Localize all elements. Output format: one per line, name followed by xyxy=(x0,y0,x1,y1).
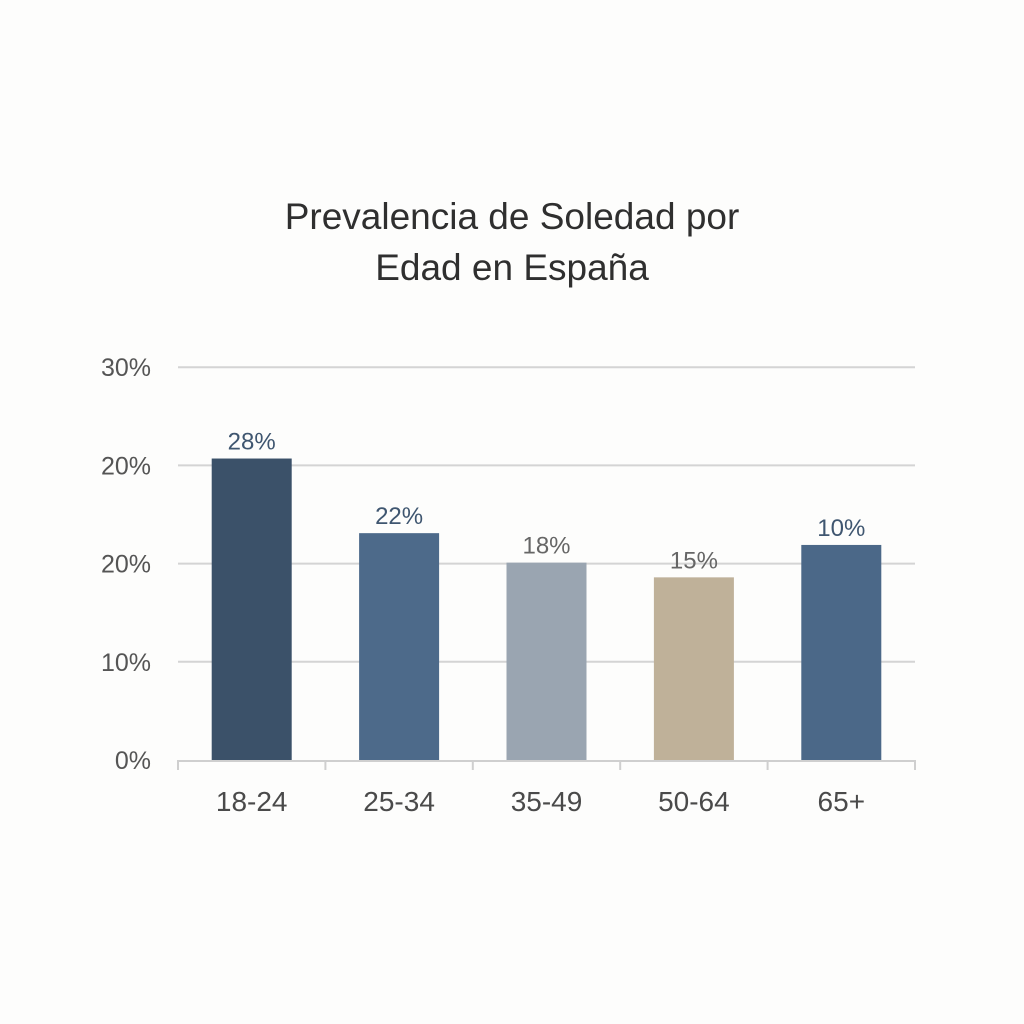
data-label: 22% xyxy=(375,503,423,530)
y-tick-label: 30% xyxy=(101,354,151,382)
x-tick-label: 18-24 xyxy=(216,786,288,817)
data-label: 10% xyxy=(817,515,865,542)
y-axis-ticks: 0% 10% 20% 20% 30% xyxy=(101,354,151,775)
bar-65+ xyxy=(801,544,882,760)
y-tick-label: 20% xyxy=(101,551,151,579)
y-tick-label: 10% xyxy=(101,649,151,677)
x-tick-label: 35-49 xyxy=(511,786,583,817)
bar-35-49 xyxy=(506,562,587,760)
bar-50-64 xyxy=(653,577,734,760)
chart-title-line-1: Prevalencia de Soledad por xyxy=(285,196,740,237)
x-tick-label: 65+ xyxy=(818,786,866,817)
y-tick-label: 20% xyxy=(101,452,151,480)
x-axis-ticks: 18-24 25-34 35-49 50-64 65+ xyxy=(216,786,865,817)
data-label: 28% xyxy=(228,429,276,456)
x-axis xyxy=(177,760,916,770)
bars: 28% 22% 18% 15% 10% xyxy=(211,429,882,760)
bar-25-34 xyxy=(359,533,440,760)
chart-title-line-2: Edad en España xyxy=(375,247,649,288)
bar-18-24 xyxy=(211,458,292,760)
data-label: 15% xyxy=(670,547,718,574)
x-tick-label: 50-64 xyxy=(658,786,730,817)
data-label: 18% xyxy=(522,533,570,560)
x-tick-label: 25-34 xyxy=(363,786,435,817)
y-tick-label: 0% xyxy=(115,747,151,775)
